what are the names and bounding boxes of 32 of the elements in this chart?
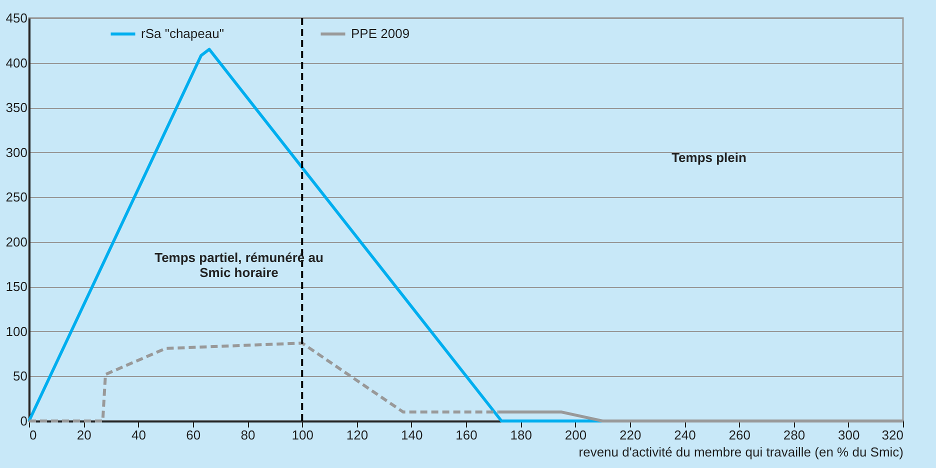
annotation: Temps partiel, rémunéré au Smic horaire <box>154 250 324 280</box>
x-tick-label: 120 <box>346 428 368 442</box>
x-tick-label: 80 <box>240 428 256 442</box>
y-tick-label: 50 <box>13 368 28 384</box>
x-tick-label: 240 <box>674 428 696 442</box>
y-tick-label: 0 <box>20 414 28 428</box>
y-tick-label: 350 <box>6 100 28 116</box>
x-tick-label: 180 <box>510 428 532 442</box>
x-tick-label: 160 <box>456 428 478 442</box>
y-tick-label: 300 <box>6 144 28 160</box>
x-tick-label: 320 <box>882 428 904 442</box>
x-tick-label: 60 <box>186 428 201 442</box>
x-tick-label: 200 <box>564 428 587 442</box>
x-tick-label: 140 <box>401 428 423 442</box>
legend-label: rSa "chapeau" <box>141 26 224 41</box>
legend-label: PPE 2009 <box>351 26 410 41</box>
y-tick-label: 100 <box>6 324 28 339</box>
y-tick-label: 150 <box>6 279 28 294</box>
x-tick-label: 0 <box>30 428 37 442</box>
annotation: Temps plein <box>672 150 746 165</box>
x-tick-label: 220 <box>620 428 642 442</box>
x-tick-label: 280 <box>783 428 806 442</box>
x-tick-label: 20 <box>76 428 92 442</box>
x-tick-label: 260 <box>728 428 750 442</box>
x-axis-title: revenu d'activité du membre qui travaille (en % du Smic) <box>578 444 904 460</box>
x-tick-label: 40 <box>132 428 146 442</box>
y-tick-label: 200 <box>6 234 28 250</box>
x-tick-label: 300 <box>838 428 860 442</box>
x-tick-label: 100 <box>292 428 314 442</box>
y-tick-label: 250 <box>6 190 28 205</box>
y-tick-label: 450 <box>6 10 28 26</box>
y-tick-label: 400 <box>6 55 28 70</box>
